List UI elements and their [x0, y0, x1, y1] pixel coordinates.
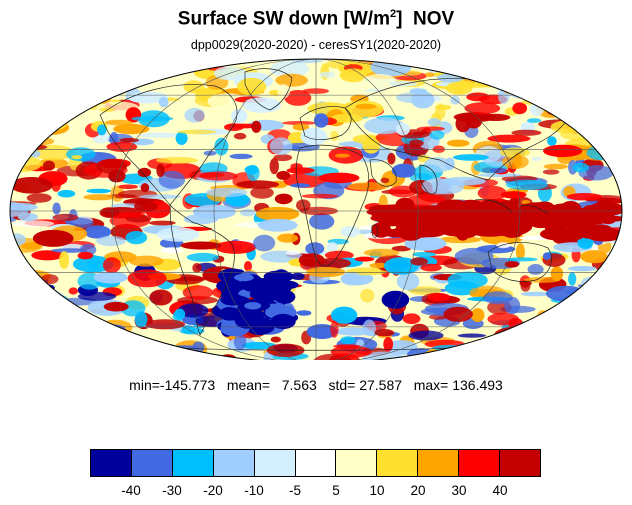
- colorbar-tick-label: -20: [203, 483, 223, 498]
- colorbar-cell: [254, 450, 296, 476]
- colorbar-cell: [131, 450, 173, 476]
- colorbar-ticks: -40 -30 -20 -10 -5 5 10 20 30 40: [0, 483, 632, 501]
- mean-value: 7.563: [281, 377, 317, 393]
- colorbar-tick-label: -5: [288, 483, 302, 498]
- globe-outline: [9, 58, 623, 360]
- colorbar-cell: [459, 450, 501, 476]
- title-close-bracket: ]: [396, 8, 403, 30]
- colorbar-tick-label: -10: [244, 483, 264, 498]
- std-label: std=: [328, 377, 356, 393]
- title-month: NOV: [413, 8, 455, 30]
- colorbar-tick-label: 20: [410, 483, 426, 498]
- title-text: Surface SW down [W/m: [177, 8, 390, 30]
- max-label: max=: [413, 377, 449, 393]
- colorbar-cell: [336, 450, 378, 476]
- colorbar-tick-label: -30: [162, 483, 182, 498]
- title-superscript: 2: [389, 8, 397, 20]
- colorbar-cell: [172, 450, 214, 476]
- colorbar-tick-label: 40: [492, 483, 508, 498]
- colorbar-cell: [500, 450, 540, 476]
- colorbar-tick-label: -40: [121, 483, 141, 498]
- colorbar: [90, 449, 541, 477]
- map-subtitle: dpp0029(2020-2020) - ceresSY1(2020-2020): [190, 38, 442, 52]
- colorbar-cell: [91, 450, 132, 476]
- colorbar-tick-label: 5: [332, 483, 340, 498]
- map-title: Surface SW down [W/m2] NOV: [0, 8, 632, 30]
- colorbar-tick-label: 30: [451, 483, 467, 498]
- colorbar-tick-label: 10: [369, 483, 385, 498]
- colorbar-cell: [295, 450, 337, 476]
- colorbar-cell: [418, 450, 460, 476]
- std-value: 27.587: [359, 377, 403, 393]
- min-value: -145.773: [159, 377, 216, 393]
- min-label: min=: [129, 377, 160, 393]
- colorbar-cell: [213, 450, 255, 476]
- max-value: 136.493: [452, 377, 503, 393]
- statistics-line: min=-145.773 mean= 7.563 std= 27.587 max…: [0, 377, 632, 393]
- mean-label: mean=: [226, 377, 271, 393]
- colorbar-cell: [377, 450, 419, 476]
- world-map: [9, 58, 623, 360]
